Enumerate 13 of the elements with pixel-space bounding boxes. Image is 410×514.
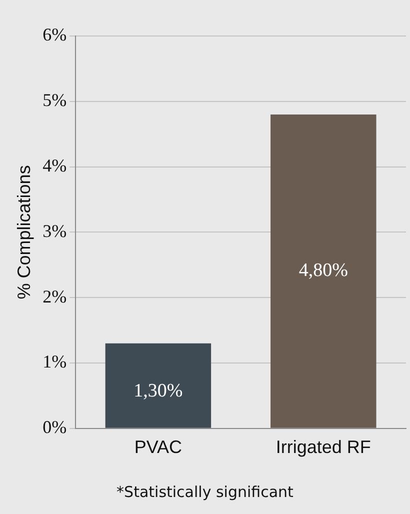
y-tick-label: 3% [42, 220, 67, 241]
y-tick-label: 0% [42, 417, 67, 438]
y-tick-label: 2% [42, 286, 67, 306]
y-tick-label: 6% [42, 24, 67, 45]
y-tick-label: 4% [42, 156, 67, 176]
y-tick-label: 1% [42, 352, 67, 372]
y-tick-label: 5% [42, 90, 67, 110]
x-tick-label: PVAC [134, 437, 182, 458]
data-label: 4,80% [298, 260, 348, 282]
data-label: 1,30% [134, 380, 183, 402]
text: *Statistically significant [116, 483, 294, 501]
y-axis-title: % Complications [14, 165, 34, 300]
x-tick-label: Irrigated RF [276, 437, 371, 458]
